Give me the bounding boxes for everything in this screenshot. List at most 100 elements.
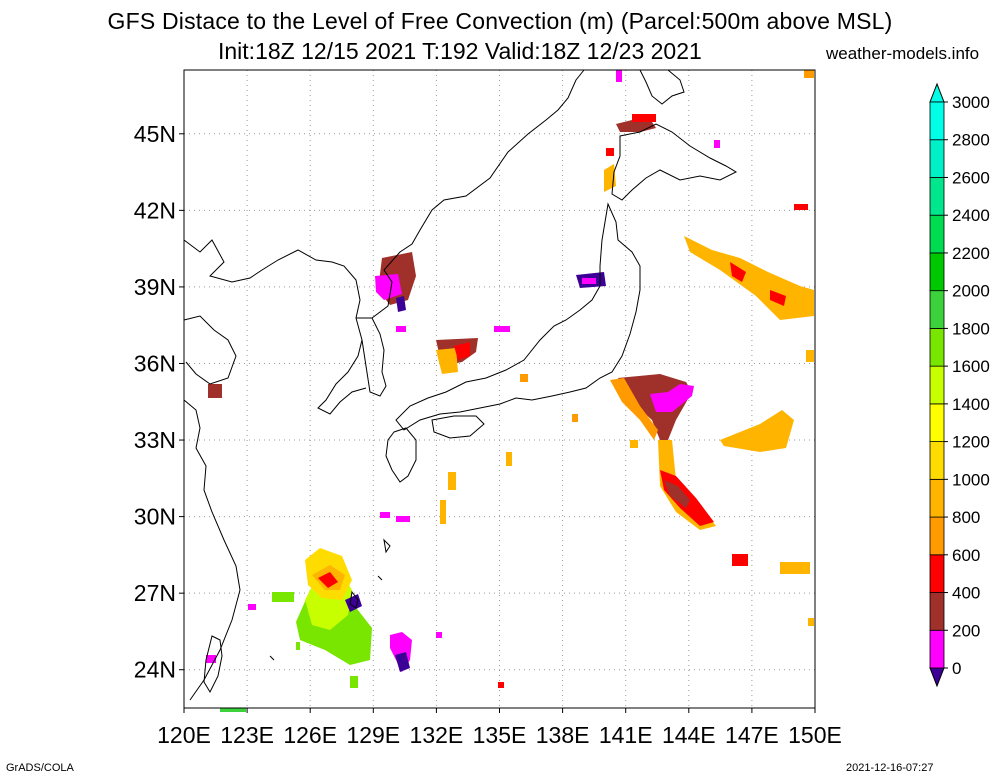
field-cell [572,414,578,422]
lat-tick-label: 33N [134,427,176,453]
colorbar-swatch [929,327,945,367]
field-blob-far-east [720,410,794,452]
colorbar-label: 1800 [952,319,990,338]
coastline-taiwan [203,635,223,694]
field-cell [440,500,446,524]
colorbar-top-arrow [929,82,945,103]
field-cell [498,682,504,688]
field-blob-korea-magenta [375,274,402,300]
colorbar-swatch [929,101,945,141]
lat-tick-label: 39N [134,274,176,300]
coastline-sakhalin [639,69,685,105]
coastline-hokkaido [611,123,738,201]
field-blob-hokkaido-nw [616,70,622,82]
chart-subtitle: Init:18Z 12/15 2021 T:192 Valid:18Z 12/2… [218,38,702,64]
coastline-mainland [183,69,585,397]
coastlines [183,69,738,701]
field-blob-okinawa-red [318,572,338,588]
field-shading [206,70,814,712]
lon-axis: 120E 123E 126E 129E 132E 135E 138E 141E 144E 147E… [157,708,842,748]
coastline-ryukyu [269,538,391,661]
field-cell [506,452,512,466]
coastline-china-south [183,399,241,701]
field-blob-south-green [220,708,246,712]
lon-tick-label: 129E [346,722,400,748]
colorbar-swatch [929,592,945,631]
lon-tick-label: 144E [662,722,716,748]
lat-tick-label: 45N [134,121,176,147]
field-cell [494,326,510,332]
colorbar-swatch [929,290,945,329]
field-blob-ne-band-red [730,262,746,282]
field-blob-sea-of-japan-orange [436,348,458,374]
colorbar-swatch [929,441,945,480]
chart-title: GFS Distace to the Level of Free Convect… [107,8,893,34]
colorbar-swatch [929,629,945,669]
lon-tick-label: 141E [599,722,653,748]
field-blob-sakishima [296,642,300,650]
lat-tick-label: 30N [134,504,176,530]
field-cell [396,516,410,522]
colorbar-swatch [929,139,945,178]
field-blob-se-2 [780,562,810,574]
colorbar-label: 800 [952,508,980,527]
lon-tick-label: 138E [536,722,590,748]
lat-axis: 24N 27N 30N 33N 36N 39N 42N 45N [134,121,184,683]
colorbar-label: 2600 [952,168,990,187]
field-cell [206,655,216,663]
field-cell [436,632,442,638]
coastline-shikoku [431,415,485,439]
site-credit: weather-models.info [826,44,980,63]
coastline-honshu [395,202,641,431]
lon-tick-label: 126E [283,722,337,748]
colorbar-swatch [929,252,945,292]
field-cell [606,148,614,156]
footer-software: GrADS/COLA [6,762,74,774]
colorbar-swatch [929,478,945,518]
colorbar-label: 1400 [952,395,990,414]
colorbar-label: 600 [952,546,980,565]
footer-timestamp: 2021-12-16-07:27 [846,762,934,774]
lat-tick-label: 42N [134,197,176,223]
field-cell [208,384,222,398]
field-cell [630,440,638,448]
colorbar-swatch [929,403,945,443]
field-blob-ne-edge [794,204,808,210]
colorbar-label: 2400 [952,206,990,225]
lat-tick-label: 27N [134,580,176,606]
lon-tick-label: 150E [788,722,842,748]
field-cell [808,618,814,626]
field-blob-e-edge [806,350,814,362]
field-cell [248,604,256,610]
field-blob-amami-purple [395,652,410,672]
field-blob-se-1 [732,554,748,566]
field-cell [380,512,390,518]
colorbar-label: 1000 [952,470,990,489]
field-cell [520,374,528,382]
lon-tick-label: 132E [410,722,464,748]
colorbar-label: 3000 [952,93,990,112]
field-blob-ne-band-red2 [770,290,786,306]
field-blob-east-japan-magenta [650,384,694,412]
colorbar-swatch [929,214,945,254]
colorbar: 0 200 400 600 800 1000 1200 1400 1600 1800 2000 220… [929,82,990,688]
field-blob-trail-brown [664,480,690,508]
lon-tick-label: 147E [725,722,779,748]
coastline-korea [317,317,372,415]
lon-tick-label: 135E [473,722,527,748]
colorbar-swatch [929,177,945,216]
map-plot-area [183,69,816,712]
field-blob-sea-of-japan-red [454,342,470,360]
colorbar-swatch [929,516,945,556]
colorbar-label: 0 [952,659,961,678]
colorbar-label: 2000 [952,282,990,301]
lon-tick-label: 120E [157,722,211,748]
colorbar-label: 1600 [952,357,990,376]
coastline-kyushu [385,427,417,483]
field-blob-sado-magenta [582,278,596,284]
colorbar-label: 1200 [952,433,990,452]
field-blob-nn-edge [804,70,814,78]
colorbar-bottom-arrow [929,667,945,688]
field-cell [714,140,720,148]
lat-tick-label: 24N [134,657,176,683]
